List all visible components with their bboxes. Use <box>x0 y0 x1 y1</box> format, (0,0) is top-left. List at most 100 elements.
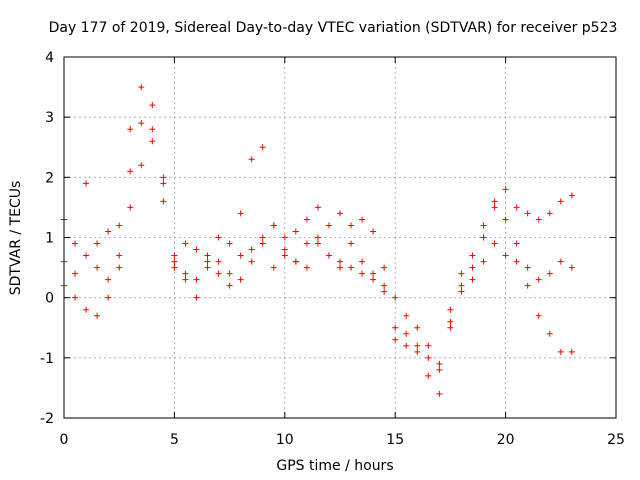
data-point <box>248 246 255 253</box>
data-point <box>215 270 222 277</box>
data-point <box>480 258 487 265</box>
data-point <box>204 264 211 271</box>
data-point <box>116 252 123 259</box>
data-point <box>557 348 564 355</box>
data-point <box>447 324 454 331</box>
data-point <box>171 264 178 271</box>
x-tick-label: 5 <box>170 432 179 448</box>
data-point <box>403 312 410 319</box>
data-point <box>414 342 421 349</box>
data-point <box>325 252 332 259</box>
y-tick-label: -2 <box>40 411 54 427</box>
grid <box>64 57 616 418</box>
data-point <box>403 330 410 337</box>
y-axis-label: SDTVAR / TECUs <box>8 181 24 296</box>
data-point <box>403 342 410 349</box>
data-point <box>436 366 443 373</box>
data-point <box>381 288 388 295</box>
data-point <box>314 240 321 247</box>
data-point <box>193 294 200 301</box>
data-point <box>513 258 520 265</box>
data-point <box>204 258 211 265</box>
data-point <box>226 270 233 277</box>
data-point <box>72 294 79 301</box>
series-track-a <box>61 84 575 367</box>
series-track-b <box>61 120 575 397</box>
y-tick-label: 2 <box>45 170 54 186</box>
data-point <box>436 360 443 367</box>
data-point <box>359 258 366 265</box>
data-point <box>381 282 388 289</box>
data-point <box>292 258 299 265</box>
data-point <box>513 204 520 211</box>
data-point <box>392 294 399 301</box>
data-point <box>458 270 465 277</box>
data-point <box>116 264 123 271</box>
data-point <box>281 234 288 241</box>
data-point <box>237 252 244 259</box>
data-point <box>513 240 520 247</box>
data-point <box>568 264 575 271</box>
data-point <box>83 252 90 259</box>
data-point <box>491 240 498 247</box>
x-tick-label: 20 <box>497 432 515 448</box>
data-point <box>524 264 531 271</box>
data-point <box>138 162 145 169</box>
data-point <box>105 294 112 301</box>
data-point <box>348 264 355 271</box>
data-point <box>248 156 255 163</box>
data-point <box>337 264 343 271</box>
data-point <box>414 348 421 355</box>
data-points <box>61 84 575 397</box>
x-tick-label: 10 <box>276 432 294 448</box>
x-tick-label: 15 <box>386 432 404 448</box>
data-point <box>303 240 310 247</box>
data-point <box>303 264 310 271</box>
data-point <box>127 126 134 133</box>
data-point <box>182 240 189 247</box>
data-point <box>160 174 167 181</box>
data-point <box>94 264 101 271</box>
data-point <box>480 222 487 229</box>
data-point <box>171 258 178 265</box>
y-tick-label: 4 <box>45 50 54 66</box>
data-point <box>138 84 145 91</box>
data-point <box>491 204 498 211</box>
data-point <box>83 306 90 313</box>
data-point <box>557 198 564 205</box>
data-point <box>292 228 299 235</box>
data-point <box>193 246 200 253</box>
data-point <box>226 282 233 289</box>
data-point <box>325 222 332 229</box>
data-point <box>535 276 542 283</box>
data-point <box>281 246 288 253</box>
data-point <box>469 264 476 271</box>
data-point <box>381 264 388 271</box>
y-tick-label: -1 <box>40 351 54 367</box>
data-point <box>524 282 531 289</box>
data-point <box>447 318 454 325</box>
data-point <box>491 198 498 205</box>
data-point <box>182 270 189 277</box>
data-point <box>160 180 167 187</box>
data-point <box>270 222 277 229</box>
data-point <box>414 324 421 331</box>
data-point <box>215 258 222 265</box>
data-point <box>237 276 244 283</box>
data-point <box>568 192 575 199</box>
data-point <box>370 270 377 277</box>
data-point <box>270 264 277 271</box>
data-point <box>337 258 343 265</box>
data-point <box>337 210 343 217</box>
data-point <box>458 282 465 289</box>
data-point <box>237 210 244 217</box>
data-point <box>469 276 476 283</box>
data-point <box>215 234 222 241</box>
series-track-c <box>61 126 575 373</box>
data-point <box>127 204 134 211</box>
data-point <box>105 276 112 283</box>
data-point <box>226 240 233 247</box>
data-point <box>72 240 79 247</box>
data-point <box>149 102 156 109</box>
